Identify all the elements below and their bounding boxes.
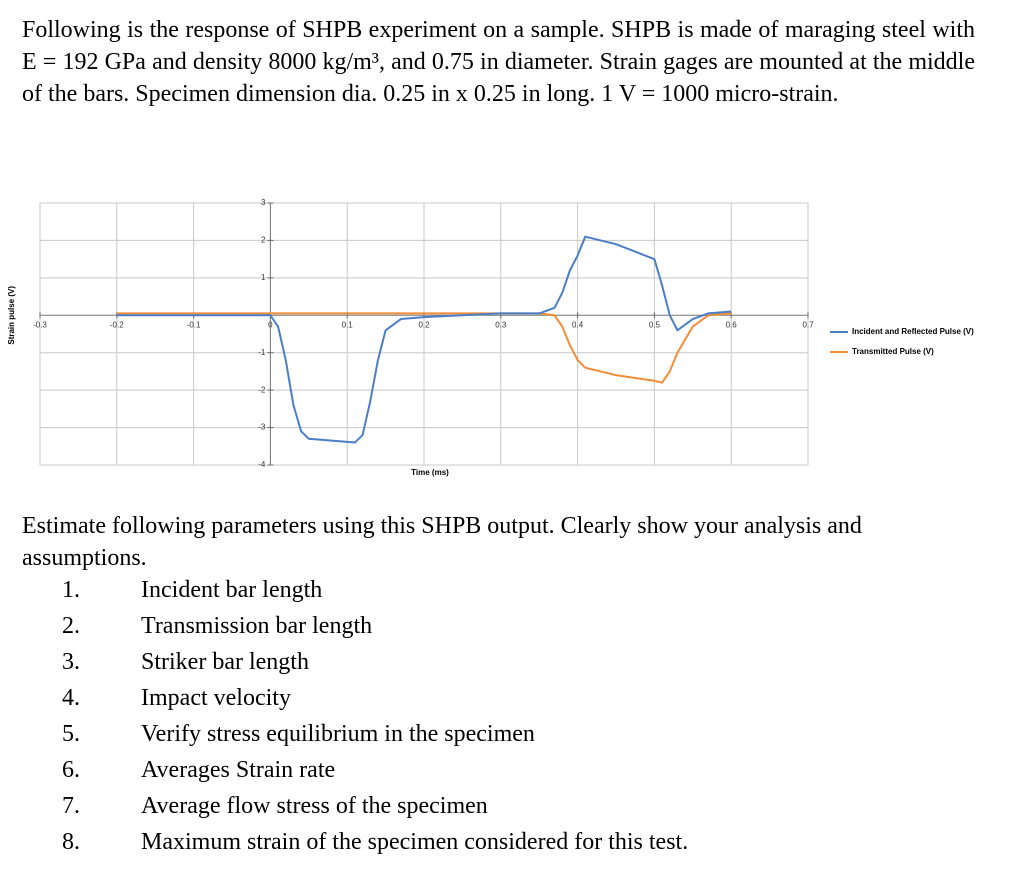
x-tick-label: 0.1 [342,320,354,329]
y-tick-label: -3 [258,423,266,432]
y-tick-label: 2 [261,236,266,245]
item-text: Transmission bar length [141,613,373,639]
item-text: Incident bar length [141,577,323,603]
item-number: 7. [62,793,80,819]
x-tick-label: 0.3 [495,320,507,329]
item-text: Verify stress equilibrium in the specime… [141,721,535,747]
x-tick-label: 0.4 [572,320,584,329]
y-tick-label: 3 [261,198,266,207]
chart: -0.3-0.2-0.100.10.20.30.40.50.60.7-4-3-2… [7,198,974,477]
y-axis-label: Strain pulse (V) [7,286,16,345]
item-text: Impact velocity [141,685,291,711]
item-text: Maximum strain of the specimen considere… [141,829,689,855]
intro-text: Following is the response of SHPB experi… [22,17,975,107]
item-number: 6. [62,757,80,783]
item-text: Average flow stress of the specimen [141,793,488,819]
x-tick-label: -0.2 [110,320,124,329]
item-text: Averages Strain rate [141,757,336,783]
x-tick-label: -0.3 [33,320,47,329]
legend-label: Incident and Reflected Pulse (V) [852,327,974,336]
legend-label: Transmitted Pulse (V) [852,347,934,356]
y-tick-label: -4 [258,460,266,469]
item-number: 2. [62,613,80,639]
x-tick-label: -0.1 [187,320,201,329]
item-number: 1. [62,577,80,603]
x-tick-label: 0.5 [649,320,661,329]
x-axis-label: Time (ms) [411,468,449,477]
prompt-text: Estimate following parameters using this… [22,513,862,571]
item-number: 4. [62,685,80,711]
item-number: 8. [62,829,80,855]
series-line [116,312,732,384]
item-number: 5. [62,721,80,747]
item-number: 3. [62,649,80,675]
y-tick-label: 1 [261,273,266,282]
x-tick-label: 0.2 [418,320,430,329]
item-text: Striker bar length [141,649,309,675]
x-tick-label: 0.7 [802,320,814,329]
y-tick-label: -2 [258,385,266,394]
x-tick-label: 0.6 [726,320,738,329]
series-line [116,235,732,444]
y-tick-label: -1 [258,348,266,357]
